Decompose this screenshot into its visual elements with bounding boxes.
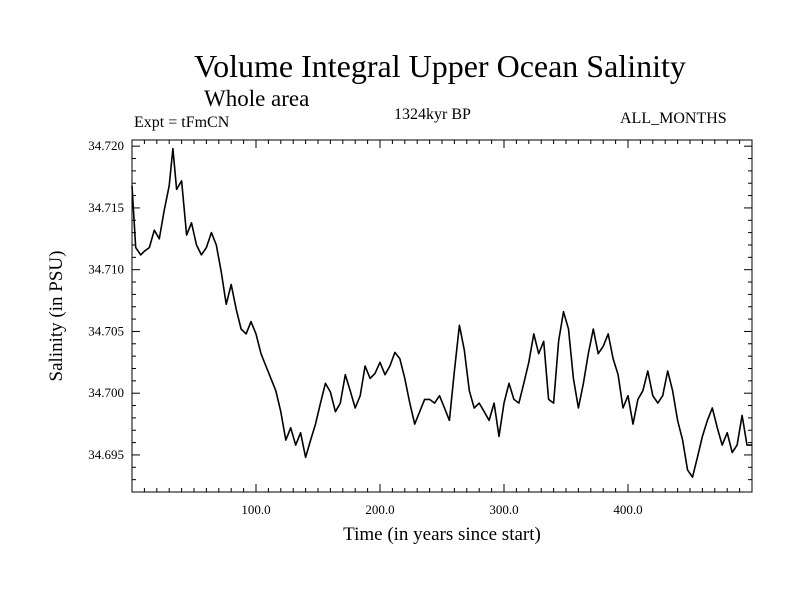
x-tick-label: 100.0 <box>241 502 270 517</box>
salinity-series-line <box>131 147 752 478</box>
plot-frame <box>131 139 753 493</box>
chart-title: Volume Integral Upper Ocean Salinity <box>194 48 686 84</box>
y-axis-title: Salinity (in PSU) <box>46 251 67 382</box>
y-tick-label: 34.720 <box>88 138 124 153</box>
experiment-label: Expt = tFmCN <box>134 114 230 131</box>
months-label: ALL_MONTHS <box>620 110 727 127</box>
axis-tick-labels: 100.0 200.0 300.0 400.0 34.695 34.700 34.705 34… <box>88 138 642 517</box>
x-tick-label: 300.0 <box>489 502 518 517</box>
x-axis-title: Time (in years since start) <box>343 524 541 545</box>
period-label: 1324kyr BP <box>394 106 471 123</box>
y-tick-label: 34.695 <box>88 447 124 462</box>
axis-ticks <box>132 140 752 492</box>
y-tick-label: 34.700 <box>88 385 124 400</box>
chart-subtitle: Whole area <box>204 86 310 111</box>
y-tick-label: 34.705 <box>88 323 124 338</box>
y-tick-label: 34.715 <box>88 200 124 215</box>
y-tick-label: 34.710 <box>88 262 124 277</box>
x-tick-label: 200.0 <box>365 502 394 517</box>
x-tick-label: 400.0 <box>613 502 642 517</box>
